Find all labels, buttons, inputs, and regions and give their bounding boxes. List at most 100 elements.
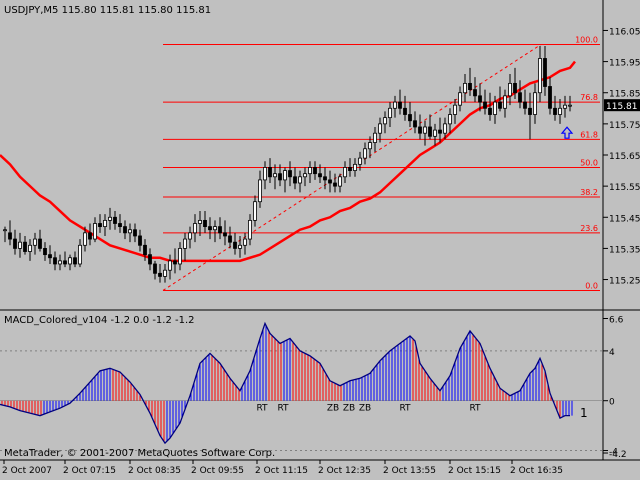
candle-body [538,58,542,94]
candle-body [123,226,127,234]
candle-body [453,104,457,115]
candle-body [153,263,157,274]
candle-body [68,257,72,265]
candle-body [283,170,287,181]
candle-body [293,176,297,184]
candle-body [528,107,532,115]
candle-body [28,244,32,252]
candle-body [268,167,272,178]
candle-body [143,244,147,256]
candle-body [58,260,62,265]
candle-body [103,219,107,228]
candle-body [553,107,557,115]
macd-axis-label: -4.2 [609,450,627,460]
candle-body [498,101,502,109]
candle-body [173,260,177,265]
fib-level-label: 100.0 [575,35,598,44]
candle-body [8,232,12,240]
candle-body [373,132,377,143]
candle-body [213,226,217,231]
candle-body [348,167,352,171]
candle-body [118,223,122,228]
price-axis-label: 115.65 [609,152,640,162]
candle-body [343,167,347,178]
candle-body [328,179,332,184]
candle-body [3,229,7,232]
candle-body [78,244,82,265]
candle-body [333,182,337,187]
candle-body [518,92,522,103]
candle-body [163,269,167,277]
candle-body [448,114,452,125]
candle-body [408,114,412,122]
macd-signal-label: RT [469,404,481,414]
candle-body [488,107,492,115]
candle-body [148,254,152,265]
price-axis-label: 115.85 [609,90,640,100]
fib-level-label: 50.0 [580,158,598,167]
candle-body [523,101,527,109]
candle-body [533,92,537,115]
price-axis-label: 115.35 [609,245,640,255]
candle-body [228,235,232,243]
macd-axis-label: 6.6 [609,315,624,325]
candle-body [193,223,197,234]
candle-body [418,126,422,134]
candle-body [273,173,277,178]
candle-body [458,92,462,106]
macd-signal-label: RT [277,404,289,414]
candle-body [503,95,507,109]
current-price-tag [604,99,640,112]
price-axis-label: 115.45 [609,214,640,224]
candle-body [383,117,387,125]
candle-body [83,232,87,246]
candle-body [18,241,22,249]
candle-body [318,173,322,178]
candle-body [443,123,447,134]
candle-body [323,176,327,181]
time-axis-label: 2 Oct 09:55 [191,466,244,476]
candle-body [223,232,227,237]
candle-body [463,82,467,94]
candle-body [278,173,282,181]
candle-body [33,238,37,246]
candle-body [438,129,442,134]
candle-body [313,167,317,175]
macd-signal-label: ZB [343,404,355,414]
candle-body [203,219,207,228]
candle-body [98,223,102,228]
macd-signal-label: RT [399,404,411,414]
candle-body [288,170,292,178]
time-axis-label: 2 Oct 08:35 [128,466,181,476]
candle-body [178,248,182,265]
up-arrow-icon [560,126,574,139]
price-axis-label: 115.95 [609,59,640,69]
candle-body [428,126,432,137]
candle-body [133,229,137,237]
candle-body [473,89,477,97]
candle-body [563,104,567,109]
macd-signal-label: ZB [327,404,339,414]
candle-body [218,226,222,234]
fib-level-label: 23.6 [580,224,598,233]
macd-axis-label: -4 [609,448,618,458]
price-axis-label: 115.25 [609,277,640,287]
candle-body [308,167,312,175]
time-axis-label: 2 Oct 15:15 [448,466,501,476]
candle-body [88,232,92,240]
candle-body [478,95,482,103]
candle-body [493,101,497,115]
candle-body [298,176,302,184]
time-axis-label: 2 Oct 2007 [2,466,52,476]
candle-body [363,148,367,159]
candle-body [378,123,382,134]
candle-body [358,157,362,165]
candle-body [38,238,42,249]
candle-body [43,248,47,256]
candle-body [198,219,202,224]
time-axis-label: 2 Oct 13:55 [383,466,436,476]
candle-body [63,260,67,265]
time-axis-label: 2 Oct 12:35 [318,466,371,476]
